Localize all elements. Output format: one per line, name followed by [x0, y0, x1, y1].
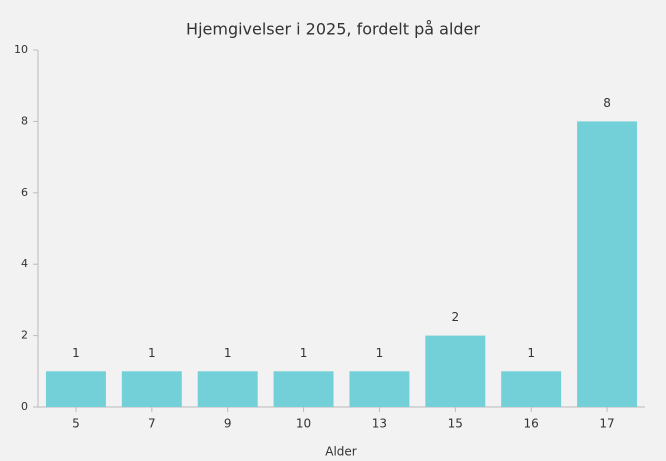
bar	[577, 121, 638, 408]
bar	[425, 335, 486, 407]
bar	[121, 371, 182, 407]
data-label: 1	[148, 346, 156, 360]
data-label: 8	[603, 96, 611, 110]
bar	[273, 371, 334, 407]
y-tick-label: 0	[21, 400, 28, 413]
bar	[197, 371, 258, 407]
x-tick-label: 7	[148, 417, 156, 431]
y-tick-label: 10	[14, 43, 28, 56]
x-axis-label: Alder	[325, 445, 357, 459]
x-tick-label: 17	[599, 417, 614, 431]
bar	[349, 371, 410, 407]
x-tick-label: 15	[448, 417, 463, 431]
data-label: 1	[300, 346, 308, 360]
chart-title: Hjemgivelser i 2025, fordelt på alder	[186, 20, 480, 39]
y-tick-label: 4	[21, 257, 28, 270]
x-tick-label: 16	[524, 417, 539, 431]
data-label: 2	[451, 310, 459, 324]
data-label: 1	[376, 346, 384, 360]
data-label: 1	[224, 346, 232, 360]
data-label: 1	[527, 346, 535, 360]
x-tick-label: 13	[372, 417, 387, 431]
x-tick-label: 10	[296, 417, 311, 431]
bar	[501, 371, 562, 407]
y-tick-label: 2	[21, 329, 28, 342]
x-tick-label: 5	[72, 417, 80, 431]
data-label: 1	[72, 346, 80, 360]
x-tick-label: 9	[224, 417, 232, 431]
bar	[45, 371, 106, 407]
y-tick-label: 6	[21, 186, 28, 199]
y-tick-label: 8	[21, 114, 28, 127]
